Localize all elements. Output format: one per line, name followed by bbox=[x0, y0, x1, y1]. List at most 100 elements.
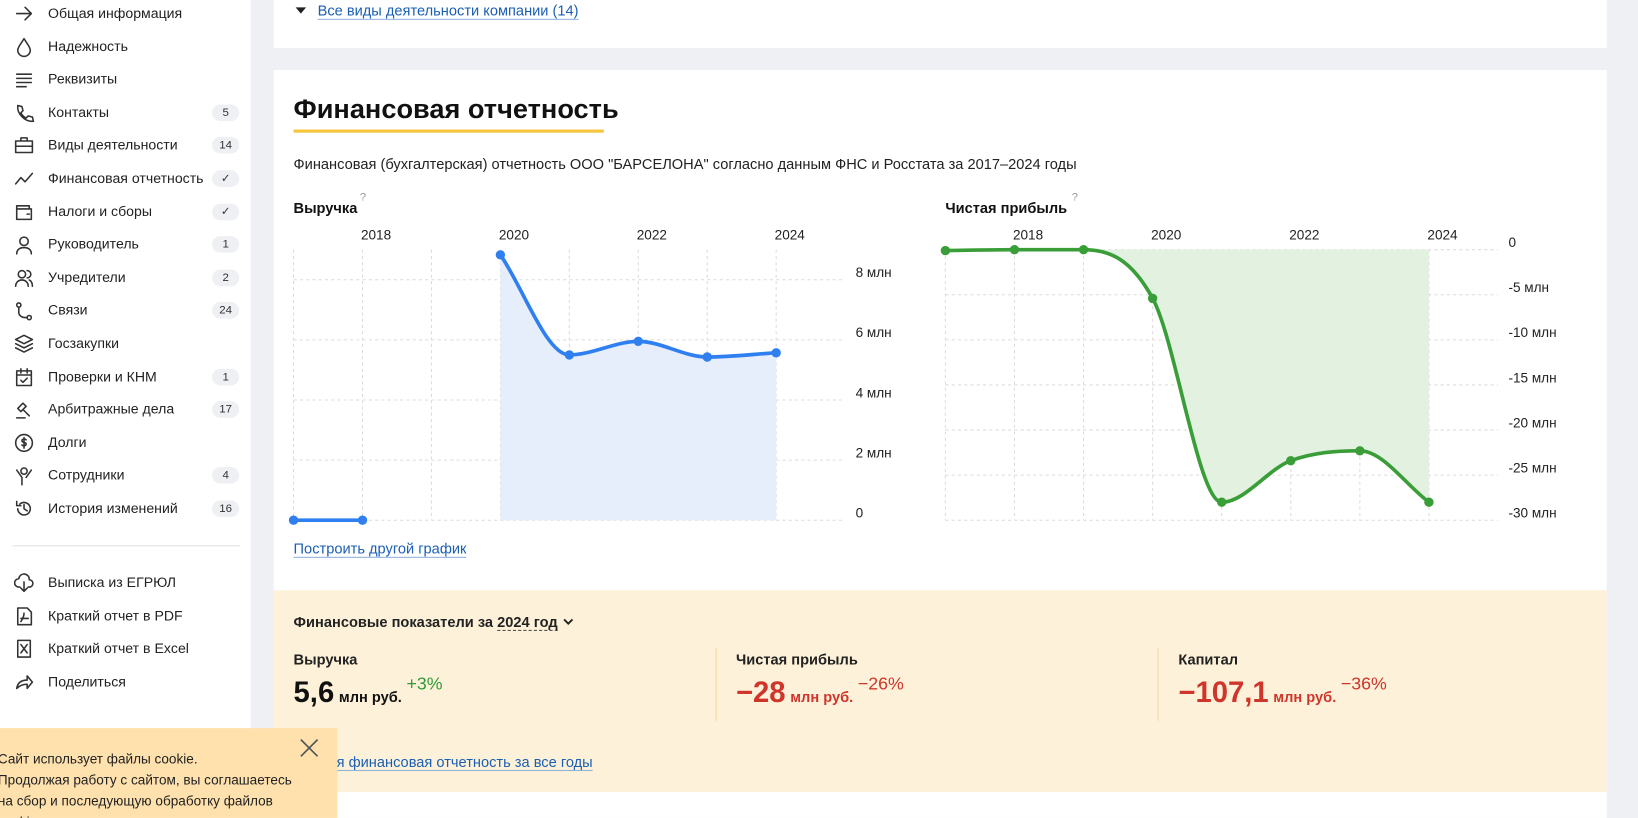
sidebar-icon bbox=[15, 302, 33, 321]
point bbox=[1286, 456, 1296, 466]
x-tick-label: 2018 bbox=[361, 228, 391, 243]
point bbox=[564, 350, 575, 360]
sidebar-item[interactable]: Общая информация bbox=[48, 5, 183, 21]
sidebar-item[interactable]: Госзакупки bbox=[48, 335, 120, 352]
sidebar-badge: 1 bbox=[212, 236, 240, 253]
indicators-heading: Финансовые показатели за 2024 год bbox=[293, 613, 575, 631]
sidebar-icon bbox=[14, 269, 34, 287]
y-tick-label: -10 млн bbox=[1508, 325, 1556, 340]
indicators-heading-text: Финансовые показатели за bbox=[293, 613, 494, 630]
year-select[interactable]: 2024 год bbox=[497, 613, 558, 631]
indicators-panel: Финансовые показатели за 2024 год Выручк… bbox=[273, 590, 1607, 792]
activities-card: Все виды деятельности компании (14) bbox=[273, 0, 1607, 49]
indicator-unit: млн руб. bbox=[790, 688, 854, 706]
caret-icon bbox=[295, 7, 307, 14]
sidebar-icon bbox=[16, 37, 32, 57]
indicator-value-row: 5,6 млн руб. +3% bbox=[293, 673, 443, 709]
icon-path bbox=[15, 236, 33, 255]
icon-path bbox=[15, 674, 34, 689]
point bbox=[702, 352, 712, 362]
x-tick-label: 2020 bbox=[1151, 228, 1182, 243]
icon-path bbox=[14, 334, 34, 353]
indicator-label: Чистая прибыль bbox=[735, 650, 858, 668]
sidebar-item[interactable]: Финансовая отчетность bbox=[48, 170, 204, 186]
y-tick-label: 4 млн bbox=[856, 385, 892, 400]
sidebar-icon bbox=[15, 367, 33, 386]
x-tick-label: 2020 bbox=[499, 228, 530, 243]
sidebar-icon bbox=[14, 172, 34, 185]
sidebar-icon bbox=[15, 467, 33, 486]
indicator-value: 5,6 bbox=[293, 675, 335, 709]
indicator-value-row: −107,1 млн руб. −36% bbox=[1178, 673, 1387, 709]
sidebar-item[interactable]: Арбитражные дела bbox=[48, 401, 175, 418]
y-tick-label: 2 млн bbox=[856, 445, 892, 460]
chart-link[interactable]: Построить другой график bbox=[293, 540, 467, 557]
icon-path bbox=[15, 367, 33, 386]
sidebar-action[interactable]: Краткий отчет в PDF bbox=[48, 607, 183, 624]
line bbox=[945, 247, 1431, 505]
sidebar-badge: 2 bbox=[212, 269, 240, 287]
sidebar-action[interactable]: Поделиться bbox=[48, 673, 126, 690]
icon-path bbox=[16, 639, 32, 659]
sidebar-item[interactable]: Руководитель bbox=[48, 236, 139, 252]
full-report-link[interactable]: Полная финансовая отчетность за все годы bbox=[293, 753, 593, 770]
sidebar-icon bbox=[14, 433, 34, 452]
sidebar-item[interactable]: Налоги и сборы bbox=[48, 203, 153, 219]
point bbox=[1355, 446, 1365, 456]
y-tick-label: -25 млн bbox=[1508, 460, 1556, 475]
sidebar-icon bbox=[15, 236, 33, 255]
point bbox=[357, 515, 368, 525]
sidebar-item[interactable]: Сотрудники bbox=[48, 467, 125, 484]
y-tick-label: 0 bbox=[1508, 235, 1516, 250]
sidebar-badge: 5 bbox=[212, 104, 240, 121]
close-button[interactable] bbox=[299, 738, 320, 759]
sidebar-icon bbox=[15, 204, 33, 220]
separator bbox=[12, 545, 241, 547]
chart-title: Чистая прибыль bbox=[945, 201, 1067, 217]
sidebar-item[interactable]: Связи bbox=[48, 302, 88, 318]
y-tick-label: -20 млн bbox=[1508, 415, 1556, 430]
sidebar-action[interactable]: Краткий отчет в Excel bbox=[48, 640, 189, 657]
activities-link[interactable]: Все виды деятельности компании (14) bbox=[317, 2, 579, 19]
x-tick-label: 2024 bbox=[1427, 228, 1458, 243]
sidebar-item[interactable]: Контакты bbox=[48, 104, 109, 120]
sidebar-icon bbox=[14, 137, 34, 154]
sidebar: Общая информация Надежность Реквизиты Конта… bbox=[0, 0, 251, 818]
point bbox=[940, 245, 951, 256]
chevron-icon bbox=[563, 618, 573, 625]
icon-path bbox=[14, 137, 34, 154]
indicator-change: +3% bbox=[406, 673, 443, 694]
x-tick-label: 2024 bbox=[775, 228, 806, 243]
sidebar-badge: 1 bbox=[212, 368, 240, 386]
icon-path bbox=[15, 467, 33, 486]
sidebar-item[interactable]: Проверки и КНМ bbox=[48, 368, 157, 385]
point bbox=[495, 250, 506, 260]
sidebar-item[interactable]: Виды деятельности bbox=[48, 137, 178, 153]
point bbox=[1147, 293, 1158, 304]
x-tick-label: 2018 bbox=[1013, 228, 1043, 243]
column-separator bbox=[715, 647, 717, 721]
indicator-label: Выручка bbox=[293, 650, 358, 668]
sidebar-badge: 16 bbox=[212, 500, 240, 518]
sidebar-item[interactable]: История изменений bbox=[48, 500, 178, 517]
indicator-unit: млн руб. bbox=[338, 688, 402, 706]
indicator-change: −36% bbox=[1340, 673, 1387, 694]
indicator-value: −28 bbox=[735, 675, 786, 709]
icon-path bbox=[16, 37, 32, 57]
indicator-change: −26% bbox=[857, 673, 904, 694]
point bbox=[1009, 244, 1020, 255]
cookie-text: Продолжая работу с сайтом, вы соглашаете… bbox=[0, 771, 292, 818]
sidebar-item[interactable]: Реквизиты bbox=[48, 71, 118, 87]
icon-path bbox=[15, 302, 33, 321]
sidebar-item[interactable]: Долги bbox=[48, 434, 87, 451]
sidebar-badge: 4 bbox=[212, 467, 240, 485]
cookie-line: Сайт использует файлы cookie. bbox=[0, 751, 198, 767]
sidebar-item[interactable]: Учредители bbox=[48, 269, 126, 285]
sidebar-item[interactable]: Надежность bbox=[48, 38, 128, 54]
x-tick-label: 2022 bbox=[637, 228, 667, 243]
sidebar-action[interactable]: Выписка из ЕГРЮЛ bbox=[48, 574, 176, 591]
icon-path bbox=[15, 6, 33, 21]
sidebar-icon bbox=[15, 6, 33, 21]
